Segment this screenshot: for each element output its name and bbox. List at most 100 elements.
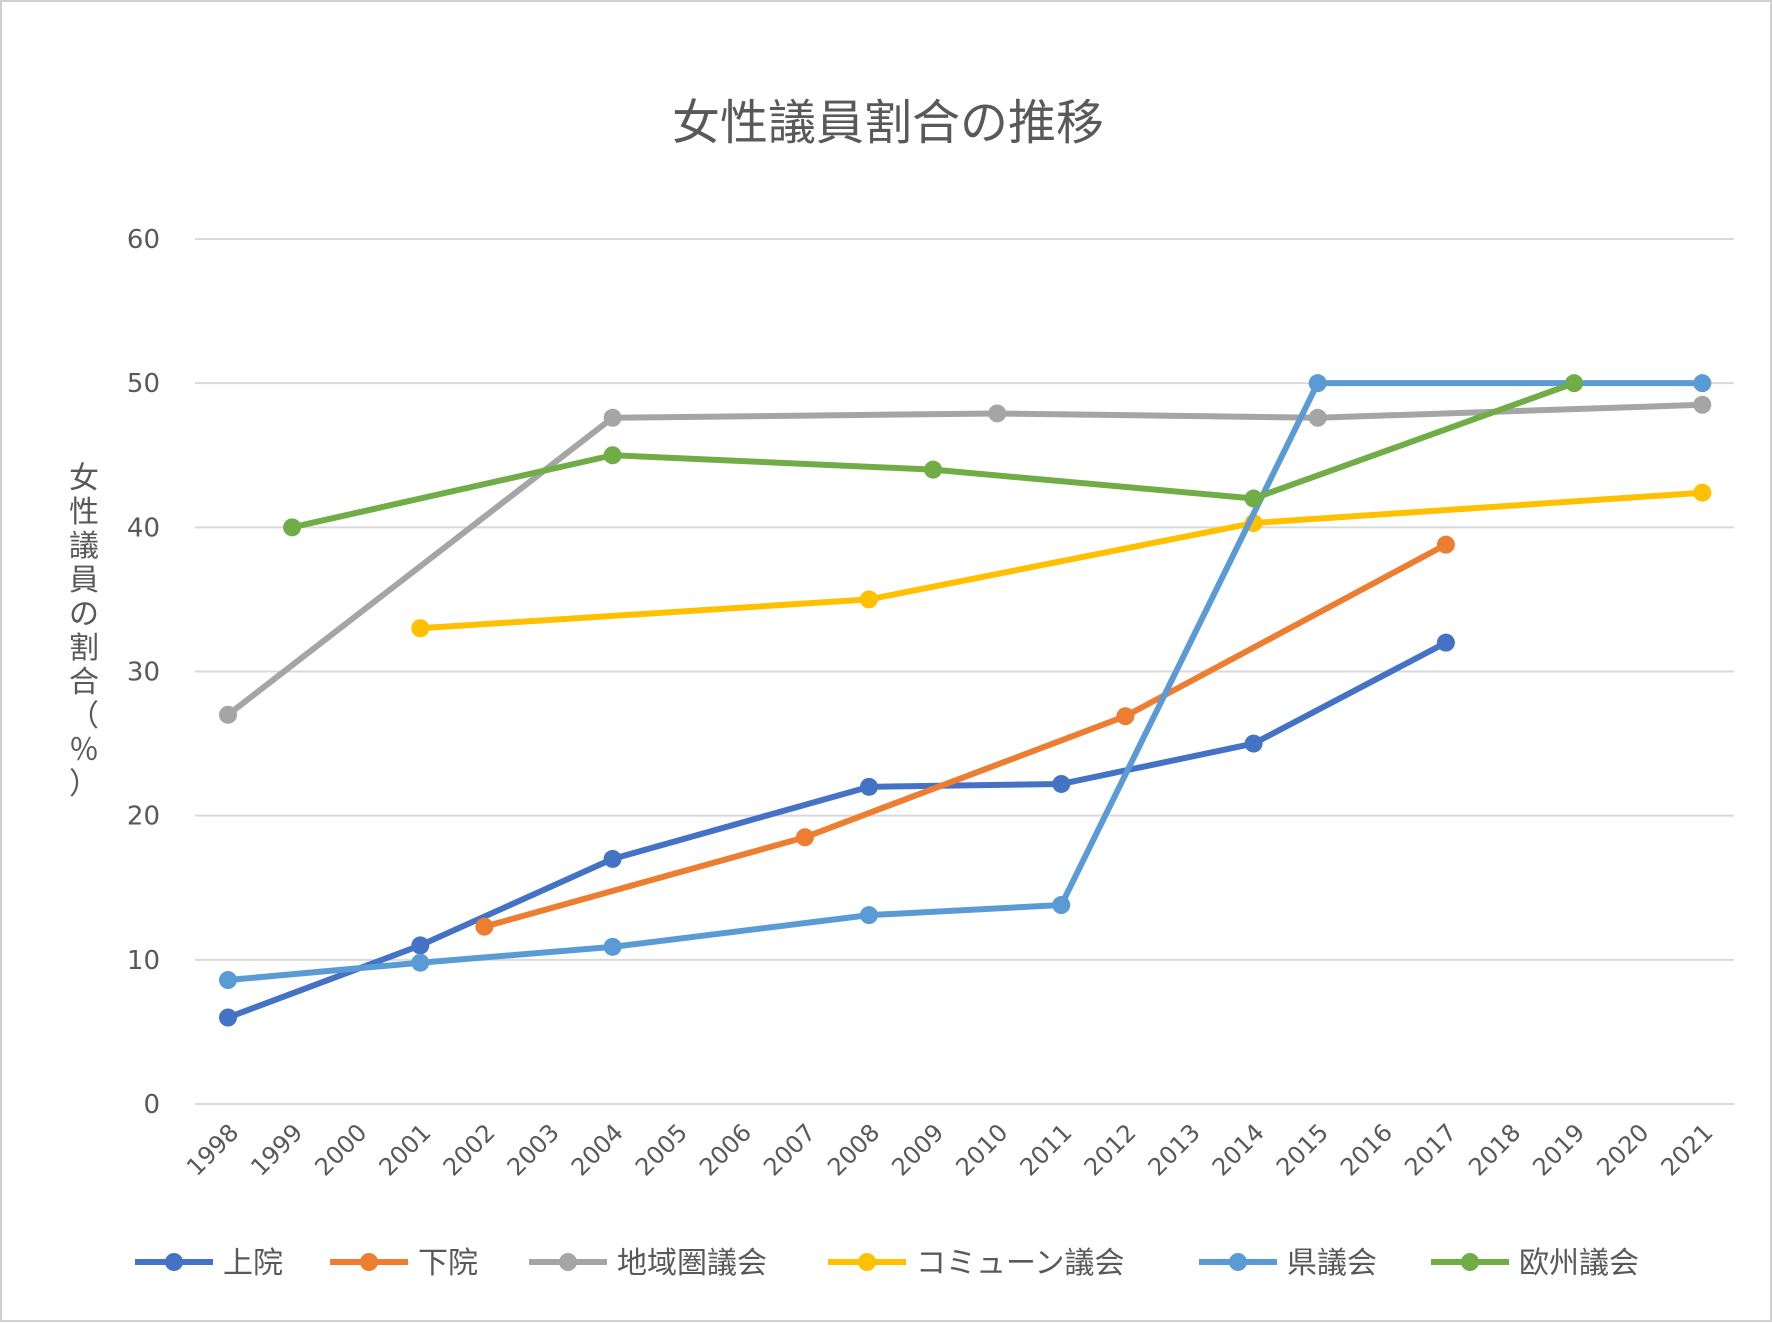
x-tick-label: 2016 [1335,1118,1398,1181]
x-tick-label: 2004 [566,1118,629,1181]
legend-swatch-marker [165,1253,183,1271]
x-tick-label: 2019 [1527,1118,1590,1181]
x-tick-label: 2005 [630,1118,693,1181]
data-point [1436,535,1455,554]
data-point [411,619,430,638]
y-tick-label: 20 [127,802,160,832]
data-point [219,1008,237,1027]
data-point [1308,408,1327,427]
y-tick-label: 10 [127,946,160,976]
x-tick-label: 1999 [245,1118,308,1181]
data-point [988,404,1007,423]
data-point [1693,395,1712,414]
data-point [1116,707,1135,726]
x-tick-label: 2021 [1656,1118,1719,1181]
data-point [1244,734,1263,753]
x-tick-label: 2002 [438,1118,501,1181]
series-line [289,380,1578,531]
legend-item: 欧州議会 [1431,1246,1639,1281]
x-tick-label: 2001 [374,1118,437,1181]
legend-swatch-marker [360,1253,378,1271]
y-tick-label: 30 [127,658,160,688]
series-2 [475,535,1455,936]
gridlines [195,238,1734,1105]
x-tick-label: 2017 [1399,1118,1462,1181]
series-4 [411,483,1712,638]
data-point [1693,374,1712,393]
x-axis-ticks: 1998 1999 2000 2001 2002 2003 2004 2005 2006 2007… [181,1118,1718,1181]
data-point [603,408,622,427]
data-point [1052,774,1071,793]
x-tick-label: 2013 [1143,1118,1206,1181]
legend-label: 上院 [223,1246,283,1281]
x-tick-label: 2003 [502,1118,565,1181]
legend-item: コミューン議会 [828,1246,1125,1281]
legend-item: 下院 [330,1246,478,1281]
legend-label: コミューン議会 [916,1246,1125,1281]
x-tick-label: 2020 [1591,1118,1654,1181]
data-point [1693,483,1712,502]
chart-title: 女性議員割合の推移 [672,95,1104,151]
data-point [475,917,494,936]
legend: 上院 下院 地域圏議会 コミューン議会 県議会 欧州議会 [135,1246,1639,1281]
legend-swatch-marker [1229,1253,1247,1271]
series-6 [283,374,1584,537]
data-point [1565,374,1584,393]
data-point [1308,374,1327,393]
legend-label: 欧州議会 [1519,1246,1639,1281]
legend-label: 下院 [418,1246,478,1281]
x-tick-label: 2015 [1271,1118,1334,1181]
series-line [481,541,1449,930]
y-tick-label: 60 [127,225,160,255]
x-tick-label: 2008 [822,1118,885,1181]
x-tick-label: 2009 [886,1118,949,1181]
legend-label: 県議会 [1287,1246,1377,1281]
series-line [225,401,1706,718]
x-tick-label: 2018 [1463,1118,1526,1181]
y-tick-label: 0 [143,1090,160,1120]
data-point [603,849,622,868]
series-3 [219,395,1712,724]
x-tick-label: 2006 [694,1118,757,1181]
legend-item: 県議会 [1199,1246,1377,1281]
series-lines [219,374,1712,1027]
series-1 [219,633,1455,1027]
data-point [283,518,302,537]
series-line [417,489,1706,632]
y-tick-label: 50 [127,369,160,399]
data-point [1436,633,1455,652]
data-point [860,590,878,609]
x-tick-label: 2012 [1079,1118,1142,1181]
x-tick-label: 2011 [1015,1118,1078,1181]
data-point [219,705,237,724]
y-tick-label: 40 [127,513,160,543]
series-5 [219,374,1712,990]
legend-item: 地域圏議会 [529,1246,767,1281]
x-tick-label: 2007 [758,1118,821,1181]
x-tick-label: 2014 [1207,1118,1270,1181]
legend-swatch-marker [559,1253,577,1271]
data-point [924,460,943,479]
data-point [860,906,878,925]
data-point [603,446,622,465]
x-tick-label: 1998 [181,1118,244,1181]
x-tick-label: 2000 [309,1118,372,1181]
legend-swatch-marker [858,1253,876,1271]
y-axis-ticks: 0 10 20 30 40 50 60 [127,225,160,1120]
legend-item: 上院 [135,1246,283,1281]
data-point [795,828,814,847]
data-point [1244,489,1263,508]
data-point [603,937,622,956]
legend-swatch-marker [1461,1253,1479,1271]
legend-label: 地域圏議会 [617,1246,767,1281]
data-point [411,936,430,955]
y-axis-label: 女性議員の割合（％） [69,461,99,802]
data-point [219,971,237,990]
data-point [860,777,878,796]
x-tick-label: 2010 [950,1118,1013,1181]
y-axis-title: 女性議員の割合（％） [69,461,99,802]
data-point [411,953,430,972]
data-point [1052,896,1071,915]
